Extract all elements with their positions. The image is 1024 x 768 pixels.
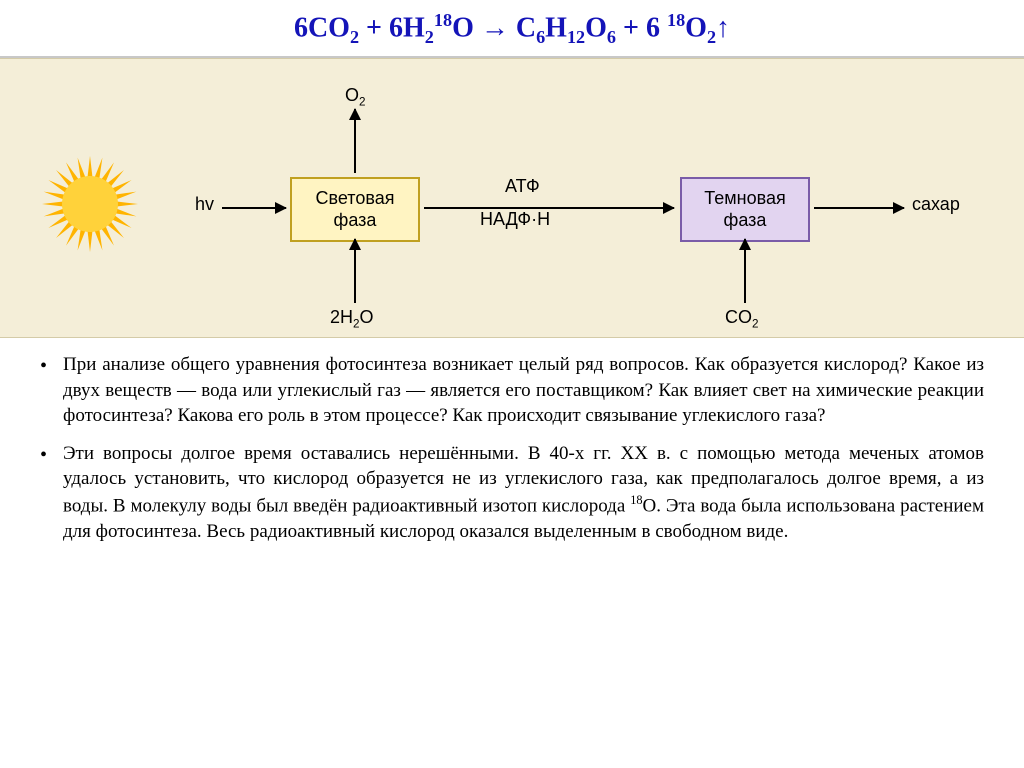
label-h2o: 2H2O	[330, 307, 374, 331]
text-block: • При анализе общего уравнения фотосинте…	[0, 338, 1024, 545]
label-o2: O2	[345, 85, 366, 109]
paragraph-2: Эти вопросы долгое время оставались нере…	[63, 441, 984, 545]
dark-phase-line1: Темновая	[696, 187, 794, 210]
arrow-h2o-to-light	[354, 239, 356, 303]
dark-phase-line2: фаза	[696, 209, 794, 232]
bullet-2: •	[40, 441, 47, 545]
bullet-item-1: • При анализе общего уравнения фотосинте…	[40, 352, 984, 429]
photosynthesis-diagram: hv Световая фаза O2 2H2O АТФ НАДФ·Н Темн…	[0, 58, 1024, 338]
light-phase-line2: фаза	[306, 209, 404, 232]
light-phase-line1: Световая	[306, 187, 404, 210]
arrow-dark-to-sugar	[814, 207, 904, 209]
sun-icon	[40, 154, 140, 259]
equation-header: 6CO2 + 6H218O → C6H12O6 + 6 18O2↑	[0, 0, 1024, 58]
label-hv: hv	[195, 194, 214, 215]
paragraph-1: При анализе общего уравнения фотосинтеза…	[63, 352, 984, 429]
label-nadph: НАДФ·Н	[480, 209, 550, 230]
label-atp: АТФ	[505, 176, 540, 197]
bullet-1: •	[40, 352, 47, 429]
arrow-light-to-o2	[354, 109, 356, 173]
arrow-hv-to-light	[222, 207, 286, 209]
label-co2: CO2	[725, 307, 759, 331]
equation-formula: 6CO2 + 6H218O → C6H12O6 + 6 18O2↑	[0, 10, 1024, 48]
label-sugar: сахар	[912, 194, 960, 215]
light-phase-box: Световая фаза	[290, 177, 420, 242]
dark-phase-box: Темновая фаза	[680, 177, 810, 242]
arrow-co2-to-dark	[744, 239, 746, 303]
bullet-item-2: • Эти вопросы долгое время оставались не…	[40, 441, 984, 545]
